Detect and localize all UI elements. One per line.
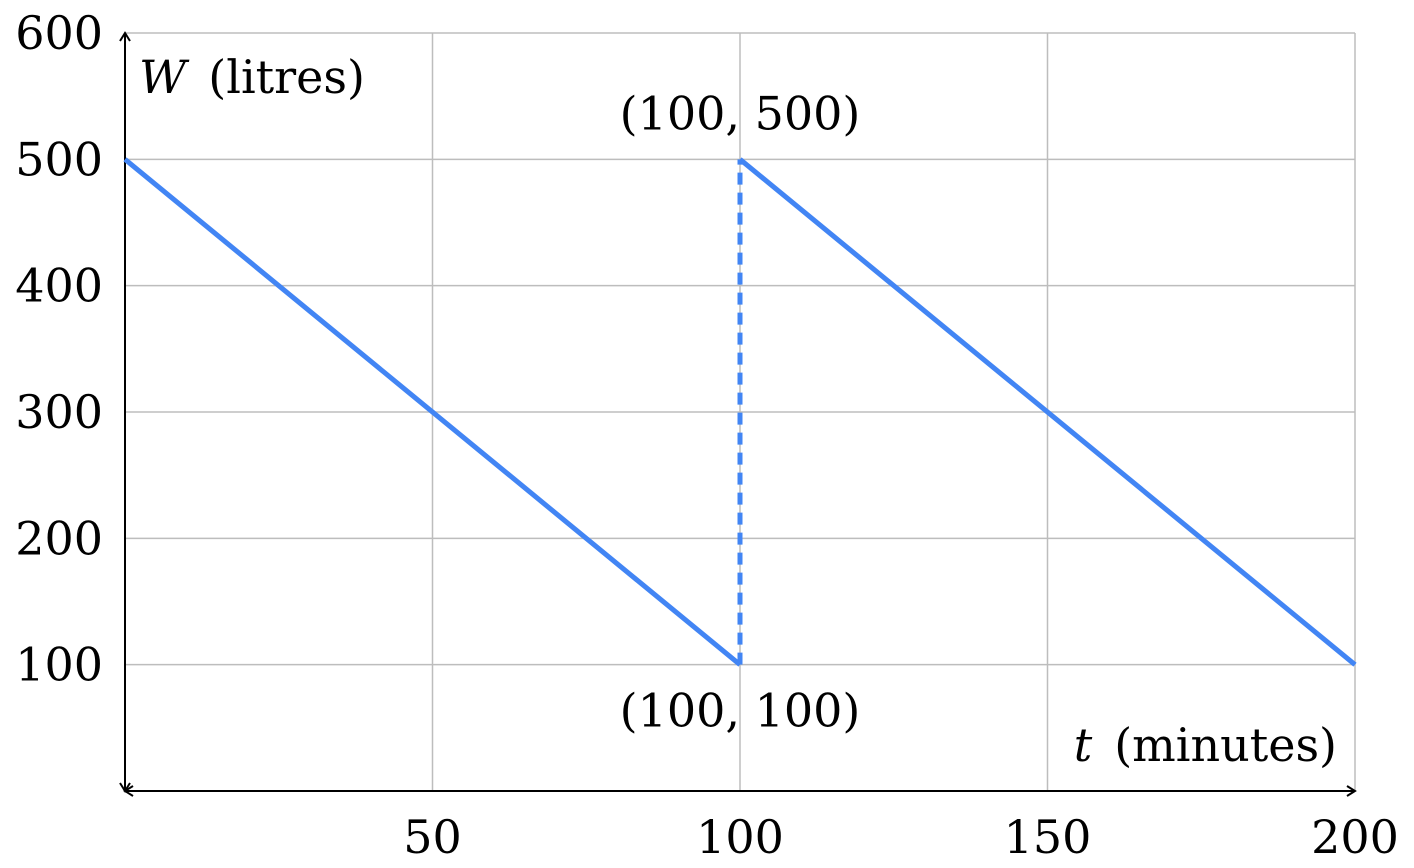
y-tick-label: 100 [15,638,103,692]
decline-segment [123,157,742,667]
x-tick-label: 200 [1311,810,1399,864]
x-tick-label: 50 [403,810,462,864]
y-axis-arrow-top [119,31,131,42]
x-axis-unit: (minutes) [1114,718,1337,772]
x-axis-label: t (minutes) [1074,718,1337,772]
x-tick-label: 100 [696,810,784,864]
y-axis-label: W (litres) [139,50,365,104]
y-axis-unit: (litres) [208,50,365,104]
grid [125,32,1356,791]
decline-segment [738,157,1357,667]
y-tick-label: 600 [15,6,103,60]
axis-labels: W (litres) t (minutes) [139,50,1337,772]
y-axis-variable: W [139,50,190,104]
x-axis-arrow-right [1346,785,1357,797]
tick-labels: 100 200 300 400 500 600 50 100 150 200 [15,6,1399,864]
x-axis-arrow-left [123,785,134,797]
x-axis-variable: t [1074,718,1093,772]
y-tick-label: 300 [15,385,103,439]
point-annotation: (100, 100) [620,684,861,738]
annotations: (100, 500) (100, 100) [620,86,861,737]
point-annotation: (100, 500) [620,86,861,140]
y-tick-label: 400 [15,259,103,313]
x-tick-label: 150 [1004,810,1092,864]
y-tick-label: 200 [15,511,103,565]
y-tick-label: 500 [15,132,103,186]
data-series [123,157,1357,667]
